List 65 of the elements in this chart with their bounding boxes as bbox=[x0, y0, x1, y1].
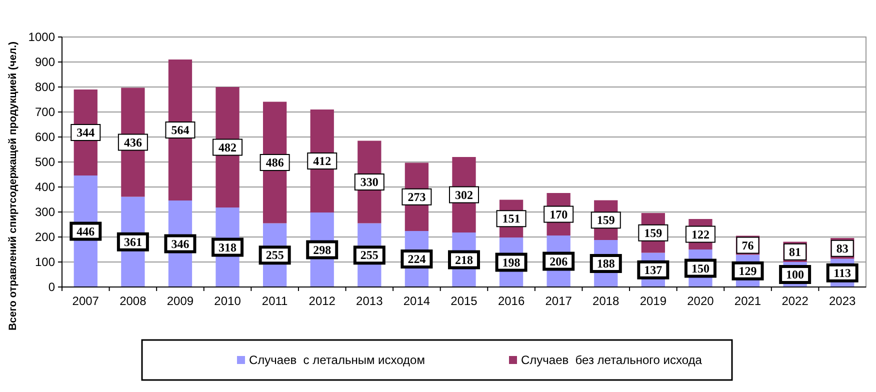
x-tick-label: 2011 bbox=[262, 294, 288, 308]
y-tick-label: 200 bbox=[34, 230, 56, 244]
y-tick-label: 500 bbox=[34, 155, 56, 169]
data-label: 100 bbox=[786, 268, 804, 282]
x-tick-label: 2022 bbox=[782, 294, 809, 308]
data-label: 318 bbox=[218, 240, 237, 254]
x-tick-label: 2015 bbox=[450, 294, 478, 308]
x-tick-label: 2020 bbox=[687, 294, 714, 308]
data-label: 346 bbox=[171, 236, 190, 251]
x-tick-label: 2018 bbox=[592, 294, 620, 308]
data-label: 151 bbox=[502, 212, 520, 226]
data-label: 81 bbox=[789, 244, 802, 259]
x-tick-label: 2007 bbox=[72, 294, 100, 308]
y-tick-label: 700 bbox=[34, 105, 56, 119]
x-tick-label: 2019 bbox=[640, 294, 667, 308]
data-label: 344 bbox=[76, 126, 95, 140]
data-label: 361 bbox=[124, 234, 142, 249]
data-label: 129 bbox=[738, 264, 757, 278]
x-tick-label: 2014 bbox=[403, 294, 430, 308]
y-tick-label: 400 bbox=[34, 180, 56, 194]
data-label: 224 bbox=[408, 252, 426, 266]
data-label: 122 bbox=[691, 227, 710, 242]
data-label: 113 bbox=[834, 266, 852, 280]
x-tick-label: 2009 bbox=[166, 294, 194, 308]
x-tick-label: 2023 bbox=[829, 294, 856, 308]
data-label: 83 bbox=[836, 241, 848, 256]
data-label: 206 bbox=[550, 254, 568, 268]
data-label: 159 bbox=[596, 213, 615, 228]
data-label: 150 bbox=[691, 261, 710, 276]
data-label: 255 bbox=[360, 248, 378, 262]
y-tick-label: 1000 bbox=[28, 30, 56, 44]
data-label: 298 bbox=[313, 242, 332, 257]
legend-label: Случаев без летального исхода bbox=[521, 353, 702, 367]
data-label: 486 bbox=[266, 156, 284, 170]
data-label: 255 bbox=[266, 248, 284, 262]
data-label: 137 bbox=[644, 262, 662, 277]
x-tick-label: 2016 bbox=[498, 294, 525, 308]
data-label: 302 bbox=[455, 188, 473, 202]
data-label: 76 bbox=[742, 238, 754, 252]
y-tick-label: 800 bbox=[34, 80, 56, 94]
x-tick-label: 2021 bbox=[734, 294, 762, 308]
data-label: 412 bbox=[313, 154, 332, 168]
y-tick-label: 0 bbox=[48, 280, 56, 294]
data-label: 330 bbox=[360, 175, 378, 189]
data-label: 170 bbox=[550, 207, 568, 222]
x-tick-label: 2012 bbox=[308, 294, 336, 308]
data-label: 198 bbox=[502, 255, 520, 270]
y-tick-label: 600 bbox=[34, 130, 56, 144]
data-label: 159 bbox=[644, 226, 662, 240]
y-tick-label: 300 bbox=[34, 205, 56, 219]
y-axis-title: Всего отравлений спиртсодержащей продукцией (чел.) bbox=[7, 41, 19, 331]
data-label: 436 bbox=[124, 135, 142, 150]
x-tick-label: 2010 bbox=[214, 294, 242, 308]
data-label: 188 bbox=[596, 256, 615, 270]
legend-label: Случаев с летальным исходом bbox=[249, 353, 425, 367]
x-tick-label: 2013 bbox=[356, 294, 384, 308]
data-label: 218 bbox=[455, 252, 473, 267]
x-tick-label: 2008 bbox=[120, 294, 147, 308]
data-label: 446 bbox=[76, 224, 95, 238]
y-tick-label: 900 bbox=[34, 55, 56, 69]
data-label: 273 bbox=[408, 190, 426, 204]
data-label: 564 bbox=[171, 123, 190, 137]
data-label: 482 bbox=[218, 140, 237, 154]
y-tick-label: 100 bbox=[34, 255, 56, 269]
x-tick-label: 2017 bbox=[545, 294, 572, 308]
